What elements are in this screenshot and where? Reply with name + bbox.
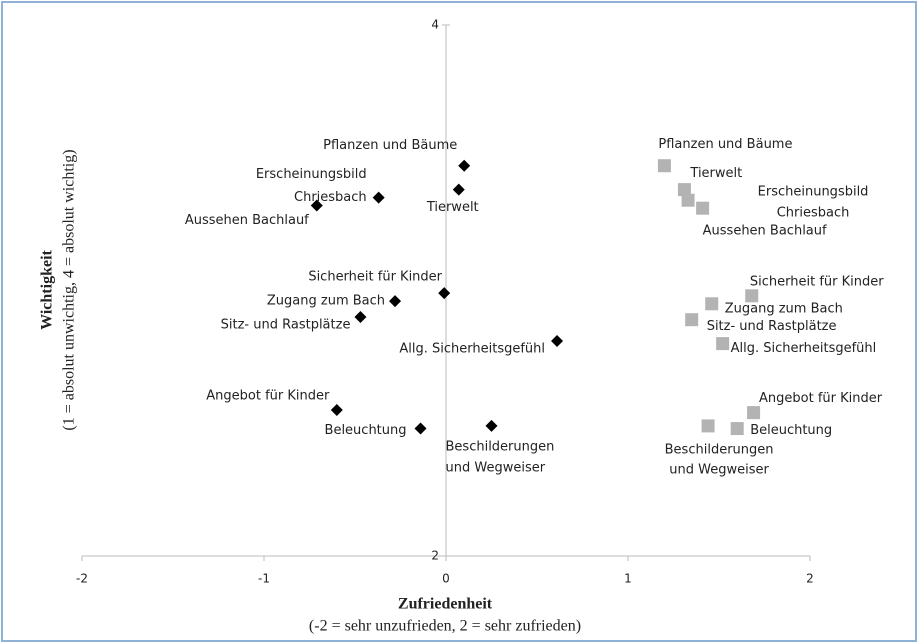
- point: [372, 191, 385, 204]
- point-label: Chriesbach: [294, 190, 367, 205]
- point-label: Tierwelt: [426, 200, 479, 215]
- point: [685, 313, 699, 327]
- point: [696, 201, 710, 215]
- point: [705, 297, 719, 311]
- x-tick-label: -1: [258, 572, 270, 586]
- point: [681, 193, 695, 207]
- point-label: Sitz- und Rastplätze: [221, 318, 351, 333]
- point: [452, 183, 465, 196]
- point: [716, 337, 730, 351]
- point-label: Zugang zum Bach: [725, 301, 843, 316]
- point: [330, 403, 343, 416]
- point: [389, 295, 402, 308]
- y-tick-label: 2: [431, 549, 439, 563]
- point-label: Angebot für Kinder: [759, 391, 883, 406]
- point-label: Pflanzen und Bäume: [323, 138, 457, 153]
- y-axis-note: (1 = absolut unwichtig, 4 = absolut wich…: [61, 149, 78, 430]
- point: [414, 422, 427, 435]
- point-label: Aussehen Bachlauf: [703, 224, 827, 239]
- y-axis-title: Wichtigkeit: [39, 249, 56, 329]
- x-axis-note: (-2 = sehr unzufrieden, 2 = sehr zufried…: [309, 618, 581, 635]
- point-label: Beschilderungen: [665, 442, 774, 457]
- point: [747, 406, 761, 420]
- point-label: Sicherheit für Kinder: [308, 270, 442, 285]
- point-label: Erscheinungsbild: [256, 167, 367, 182]
- x-axis-title: Zufriedenheit: [398, 596, 493, 613]
- point-label: Angebot für Kinder: [206, 388, 330, 403]
- point-label: Erscheinungsbild: [758, 185, 869, 200]
- point-label: Beleuchtung: [750, 423, 832, 438]
- x-tick-label: 2: [806, 572, 814, 586]
- point-label: Chriesbach: [777, 206, 850, 221]
- point: [310, 199, 323, 212]
- point-label: Sicherheit für Kinder: [750, 274, 884, 289]
- point-label: Beleuchtung: [325, 423, 407, 438]
- point-label: Allg. Sicherheitsgefühl: [731, 341, 877, 356]
- point: [438, 287, 451, 300]
- point: [657, 159, 671, 173]
- x-tick-label: -2: [76, 572, 88, 586]
- point: [745, 289, 759, 303]
- point-label: und Wegweiser: [669, 462, 769, 477]
- point: [677, 183, 691, 197]
- point-label: Aussehen Bachlauf: [185, 213, 309, 228]
- point: [701, 419, 715, 433]
- point-label: und Wegweiser: [446, 460, 546, 475]
- x-tick-label: 0: [442, 572, 450, 586]
- point-label: Allg. Sicherheitsgefühl: [399, 341, 545, 356]
- point-label: Tierwelt: [689, 166, 742, 181]
- point: [730, 422, 744, 436]
- point: [354, 311, 367, 324]
- y-tick-label: 4: [431, 18, 439, 32]
- point: [458, 159, 471, 172]
- point-label: Zugang zum Bach: [267, 294, 385, 309]
- point-label: Pflanzen und Bäume: [658, 137, 792, 152]
- x-tick-label: 1: [624, 572, 632, 586]
- point-label: Sitz- und Rastplätze: [707, 319, 837, 334]
- point-label: Beschilderungen: [446, 439, 555, 454]
- point: [485, 419, 498, 432]
- point: [551, 334, 564, 347]
